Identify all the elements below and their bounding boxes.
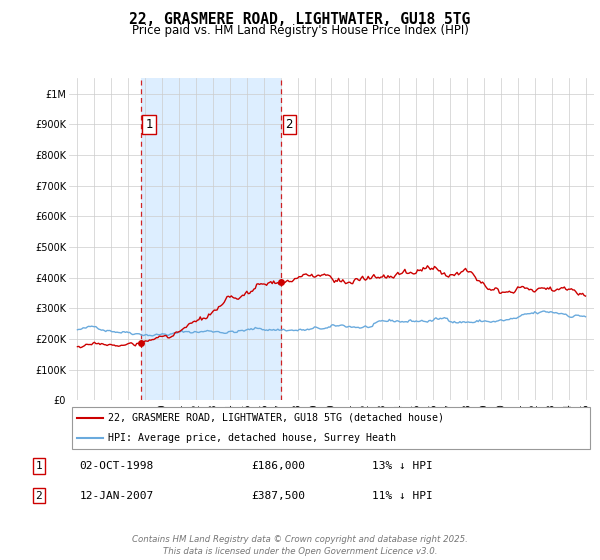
Text: 1: 1 [35, 461, 42, 471]
Text: 22, GRASMERE ROAD, LIGHTWATER, GU18 5TG (detached house): 22, GRASMERE ROAD, LIGHTWATER, GU18 5TG … [109, 413, 445, 423]
Text: Contains HM Land Registry data © Crown copyright and database right 2025.
This d: Contains HM Land Registry data © Crown c… [132, 535, 468, 556]
Text: 02-OCT-1998: 02-OCT-1998 [80, 461, 154, 471]
Text: 1: 1 [145, 118, 153, 131]
Text: 11% ↓ HPI: 11% ↓ HPI [372, 491, 433, 501]
Bar [141, 78, 281, 400]
Text: 13% ↓ HPI: 13% ↓ HPI [372, 461, 433, 471]
Text: £186,000: £186,000 [251, 461, 305, 471]
Text: 2: 2 [286, 118, 293, 131]
Text: Price paid vs. HM Land Registry's House Price Index (HPI): Price paid vs. HM Land Registry's House … [131, 24, 469, 36]
Text: £387,500: £387,500 [251, 491, 305, 501]
Text: 22, GRASMERE ROAD, LIGHTWATER, GU18 5TG: 22, GRASMERE ROAD, LIGHTWATER, GU18 5TG [130, 12, 470, 27]
Text: 12-JAN-2007: 12-JAN-2007 [80, 491, 154, 501]
Text: 2: 2 [35, 491, 42, 501]
Text: HPI: Average price, detached house, Surrey Heath: HPI: Average price, detached house, Surr… [109, 433, 397, 444]
FancyBboxPatch shape [71, 407, 590, 449]
